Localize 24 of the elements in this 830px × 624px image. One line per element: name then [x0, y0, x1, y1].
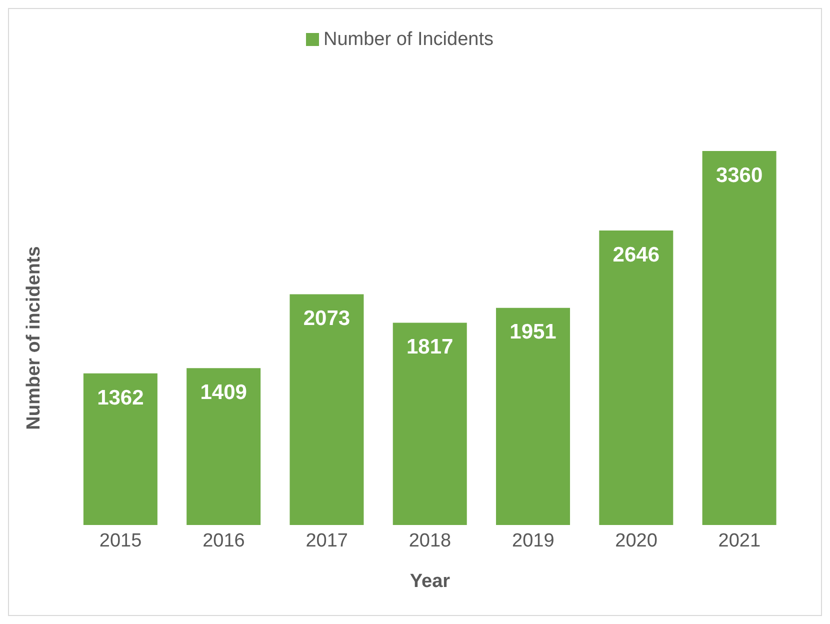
x-axis-title: Year	[410, 571, 451, 592]
data-label: 1951	[510, 320, 557, 344]
bar	[496, 308, 570, 525]
data-label: 2646	[612, 243, 660, 266]
bar	[599, 230, 674, 525]
x-tick-label: 2019	[512, 530, 554, 552]
data-label: 1409	[200, 381, 247, 404]
bar	[290, 294, 364, 525]
data-label: 3360	[716, 164, 763, 187]
bar	[83, 373, 158, 525]
x-tick-label: 2020	[615, 530, 658, 552]
bar	[392, 322, 467, 525]
data-label: 1817	[406, 336, 454, 359]
legend-label: Number of Incidents	[323, 29, 494, 50]
x-tick-label: 2018	[408, 530, 452, 552]
bar	[702, 151, 776, 525]
x-tick-label: 2021	[718, 530, 761, 552]
x-tick-label: 2015	[99, 530, 142, 552]
x-tick-label: 2017	[306, 530, 348, 552]
x-tick-label: 2016	[202, 530, 245, 552]
data-label: 1362	[97, 386, 144, 410]
bar	[186, 368, 261, 525]
data-label: 2073	[303, 307, 350, 330]
y-axis-title: Number of incidents	[24, 246, 45, 430]
